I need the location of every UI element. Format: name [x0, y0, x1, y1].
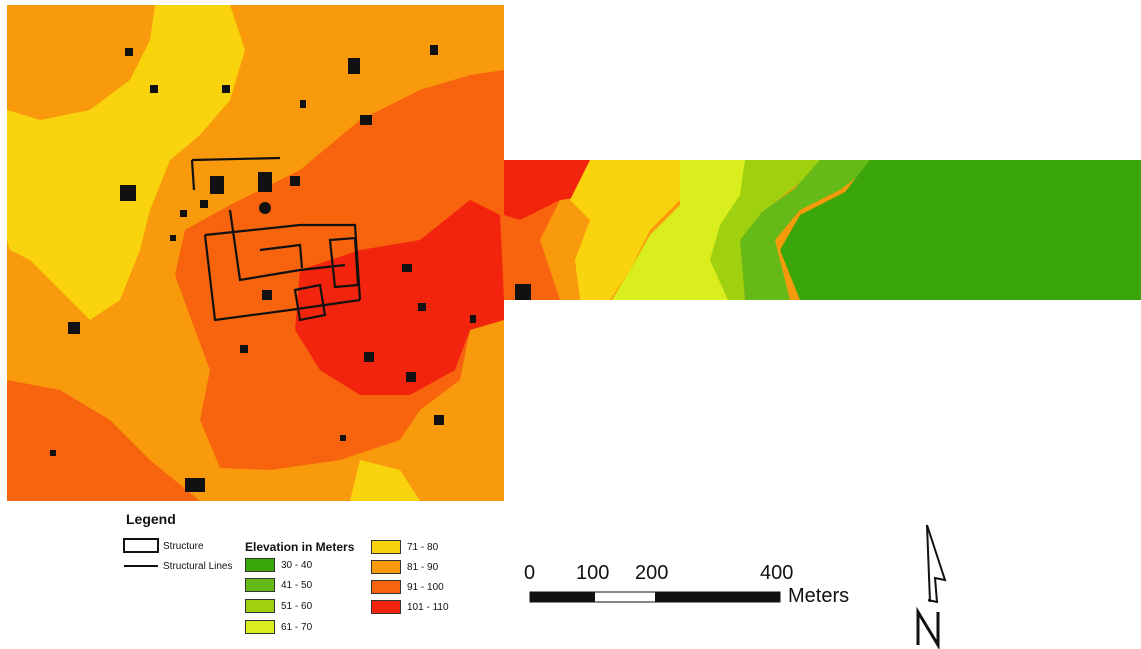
structure [222, 85, 230, 93]
elevation-swatch [245, 599, 275, 613]
elevation-swatch [245, 620, 275, 634]
elevation-class-label: 91 - 100 [407, 581, 444, 593]
scale-bar-segment [530, 592, 595, 602]
elevation-class-row: 91 - 100 [371, 579, 444, 595]
scale-bar-segment [655, 592, 780, 602]
structure [515, 284, 531, 300]
scale-units: Meters [788, 585, 850, 607]
structure [262, 290, 272, 300]
elevation-class-label: 101 - 110 [407, 601, 449, 613]
elevation-swatch [371, 540, 401, 554]
legend-title: Legend [126, 511, 176, 527]
elevation-class-label: 51 - 60 [281, 600, 313, 612]
structure [340, 435, 346, 441]
elevation-class-row: 30 - 40 [245, 557, 312, 573]
elevation-class-row: 61 - 70 [245, 619, 312, 635]
scale-tick-100: 100 [576, 562, 610, 584]
elevation-swatch [245, 558, 275, 572]
structure [406, 372, 416, 382]
elevation-class-row: 51 - 60 [245, 598, 312, 614]
elevation-zone-51-60 [710, 160, 830, 300]
structure-symbol [123, 538, 159, 553]
structure [180, 210, 187, 217]
elevation-legend-title: Elevation in Meters [245, 540, 355, 554]
elevation-class-row: 81 - 90 [371, 559, 438, 575]
legend-structure-label: Structure [163, 541, 204, 552]
structure [120, 185, 136, 201]
elevation-swatch [245, 578, 275, 592]
structure [418, 303, 426, 311]
elevation-swatch [371, 580, 401, 594]
elevation-class-label: 81 - 90 [407, 561, 439, 573]
elevation-zone-61-70 [612, 160, 760, 300]
scale-tick-400: 400 [760, 562, 794, 584]
scale-bar [529, 591, 781, 603]
structure [360, 115, 372, 125]
elevation-zone-71-80 [570, 160, 700, 300]
structure [68, 322, 80, 334]
elevation-swatch [371, 560, 401, 574]
structure [259, 202, 271, 214]
structure [200, 200, 208, 208]
structure [150, 85, 158, 93]
elevation-class-label: 30 - 40 [281, 559, 313, 571]
scale-tick-200: 200 [635, 562, 669, 584]
structure [364, 352, 374, 362]
elevation-class-label: 41 - 50 [281, 579, 313, 591]
elevation-zone-41-50 [740, 160, 880, 300]
structure [258, 172, 272, 192]
elevation-class-label: 61 - 70 [281, 621, 313, 633]
north-arrow-icon [916, 524, 947, 649]
legend-structural-lines-label: Structural Lines [163, 561, 233, 572]
elevation-zone-101-110 [295, 200, 504, 395]
structure [402, 264, 412, 272]
structure [125, 48, 133, 56]
structure [50, 450, 56, 456]
structural-lines [190, 156, 362, 322]
structure [348, 58, 360, 74]
structure [430, 45, 438, 55]
elevation-zone-30-40 [780, 160, 1141, 300]
structure [300, 100, 306, 108]
elevation-swatch [371, 600, 401, 614]
scale-tick-0: 0 [524, 562, 536, 584]
elevation-zone-91-100 [7, 380, 200, 501]
elevation-zone-71-80 [350, 460, 420, 501]
structures [50, 45, 531, 492]
structure [170, 235, 176, 241]
elevation-class-row: 71 - 80 [371, 539, 438, 555]
elevation-class-label: 71 - 80 [407, 541, 439, 553]
structure [290, 176, 300, 186]
structure [470, 315, 476, 323]
structure [240, 345, 248, 353]
structure [434, 415, 444, 425]
structure [210, 176, 224, 194]
structure [185, 478, 205, 492]
elevation-class-row: 101 - 110 [371, 599, 449, 615]
elevation-zone-71-80 [7, 5, 245, 320]
elevation-class-row: 41 - 50 [245, 577, 312, 593]
